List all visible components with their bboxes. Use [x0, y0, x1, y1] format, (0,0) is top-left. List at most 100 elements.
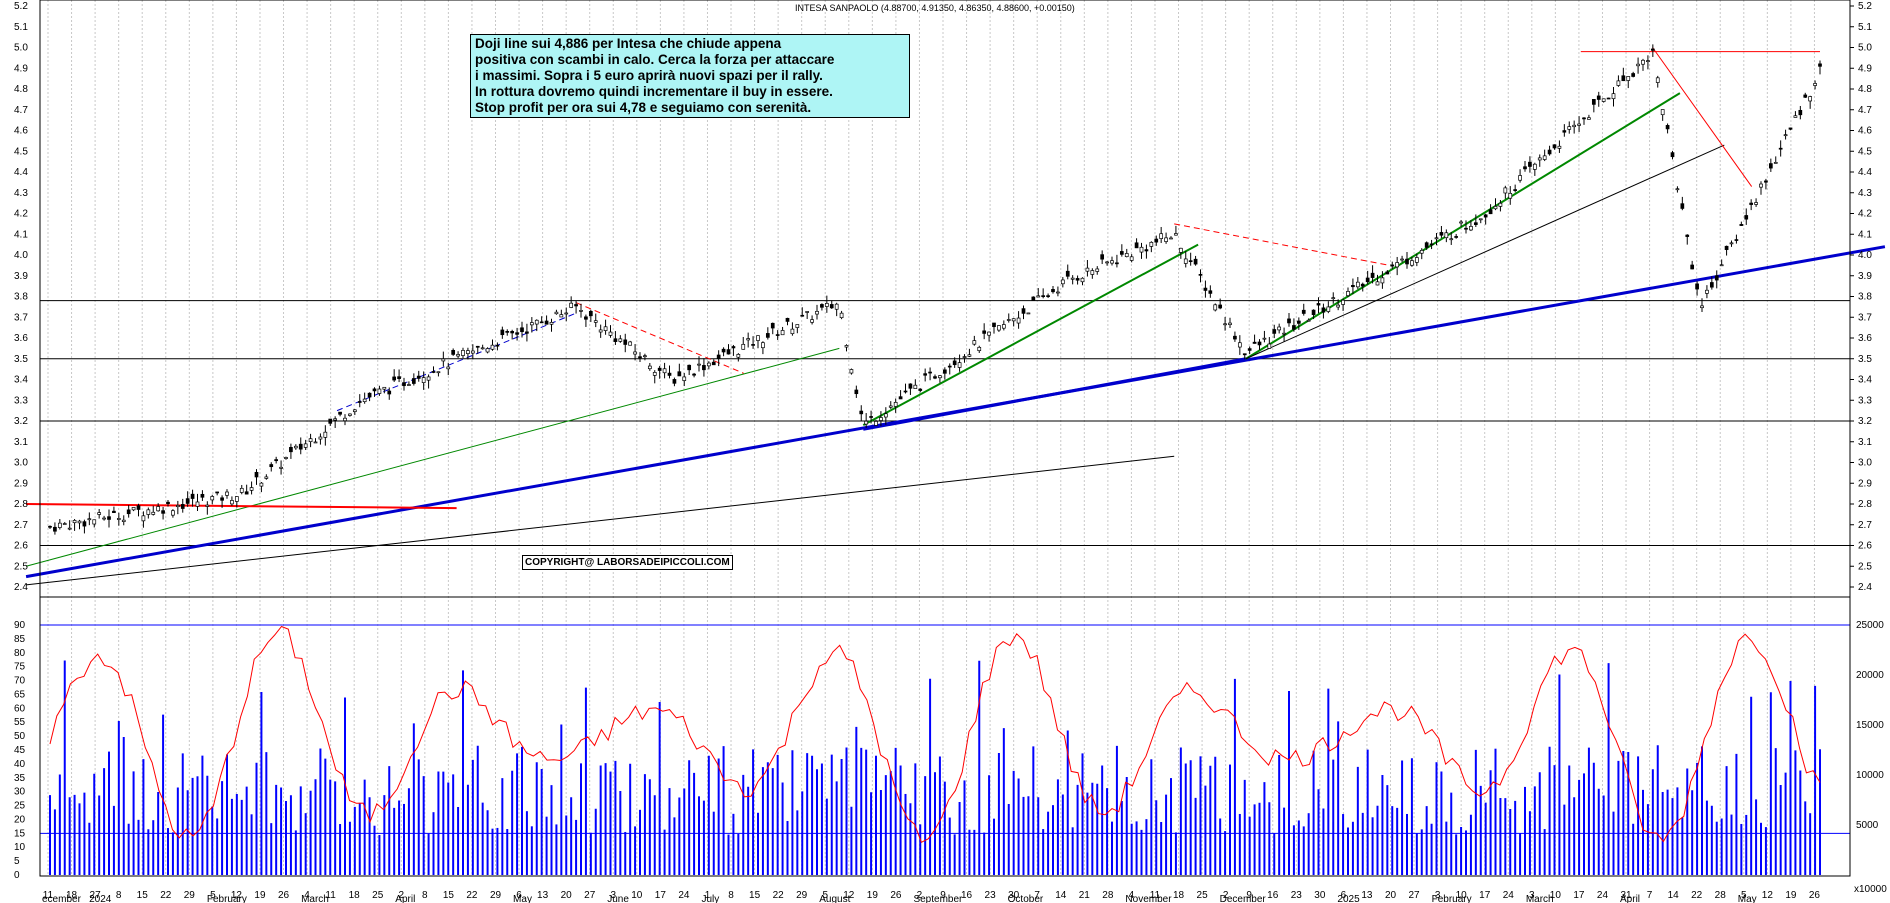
candle-body	[1119, 251, 1124, 255]
candle-body	[1611, 93, 1616, 100]
candle-body	[579, 310, 583, 312]
candle-body	[942, 369, 947, 374]
candle-body	[367, 392, 372, 398]
y-tick-label: 4.6	[1858, 126, 1872, 137]
candle-body	[1705, 289, 1709, 294]
candle-body	[1557, 145, 1562, 149]
x-day-label: 23	[1291, 890, 1303, 901]
candle-body	[1429, 243, 1434, 246]
candle-body	[126, 509, 131, 515]
candle-body	[1764, 180, 1768, 183]
x-day-label: 22	[1691, 890, 1703, 901]
candle-body	[72, 520, 77, 524]
candle-body	[888, 405, 893, 408]
candle-body	[1818, 63, 1822, 67]
copyright-label: COPYRIGHT@ LABORSADEIPICCOLI.COM	[522, 555, 733, 570]
candle-body	[1577, 123, 1581, 126]
y-tick-label: 2.8	[1858, 499, 1872, 510]
candle-body	[466, 350, 470, 354]
y-tick-label-left: 3.4	[14, 375, 28, 386]
candle-body	[672, 379, 677, 384]
candle-body	[559, 314, 564, 318]
candle-body	[554, 311, 559, 315]
y-tick-label-left: 4.4	[14, 167, 28, 178]
candle-body	[397, 376, 401, 380]
x-day-label: 22	[773, 890, 785, 901]
volume-tick-label: 10000	[1856, 770, 1884, 781]
x-day-label: 19	[254, 890, 266, 901]
candle-body	[67, 527, 72, 530]
candle-body	[1400, 258, 1404, 261]
candle-body	[1100, 254, 1105, 260]
candle-body	[1311, 309, 1316, 316]
osc-tick-label: 50	[14, 731, 26, 742]
candle-body	[780, 330, 785, 336]
candle-body	[1528, 161, 1532, 167]
x-day-label: 11	[43, 890, 54, 901]
x-day-label: 8	[116, 890, 122, 901]
candle-body	[810, 319, 814, 323]
x-day-label: 24	[1597, 890, 1609, 901]
x-day-label: 1	[705, 890, 711, 901]
candle-body	[200, 493, 205, 498]
osc-tick-label: 20	[14, 814, 26, 825]
candle-body	[608, 331, 613, 336]
candle-body	[1808, 96, 1813, 102]
candle-body	[1680, 203, 1685, 209]
candle-body	[284, 457, 288, 459]
candle-body	[1621, 75, 1626, 82]
candle-body	[1414, 257, 1419, 263]
candle-body	[839, 312, 844, 319]
y-tick-label: 2.7	[1858, 520, 1872, 531]
x-day-label: 16	[1267, 890, 1279, 901]
candle-body	[328, 418, 333, 424]
candle-body	[1714, 275, 1719, 281]
candle-body	[402, 382, 406, 387]
candle-body	[598, 329, 603, 333]
candle-body	[372, 388, 377, 392]
x-day-label: 25	[1197, 890, 1209, 901]
candle-body	[829, 304, 834, 309]
osc-tick-label: 80	[14, 648, 26, 659]
candle-body	[1798, 109, 1803, 116]
dashed-red-downtrend	[576, 302, 744, 374]
candle-body	[1670, 152, 1675, 158]
y-tick-label: 4.1	[1858, 229, 1872, 240]
y-tick-label: 3.8	[1858, 292, 1872, 303]
x-day-label: 17	[1479, 890, 1491, 901]
candle-body	[1149, 241, 1154, 247]
candle-body	[352, 409, 357, 412]
candle-body	[1070, 277, 1075, 280]
candle-body	[1493, 206, 1498, 210]
black-uptrend	[1245, 144, 1725, 360]
candle-body	[805, 311, 810, 313]
candle-body	[269, 464, 274, 468]
y-tick-label: 3.5	[1858, 354, 1872, 365]
osc-tick-label: 55	[14, 717, 26, 728]
osc-tick-label: 40	[14, 759, 26, 770]
candle-body	[751, 344, 755, 346]
candle-body	[1026, 312, 1031, 315]
candle-body	[461, 350, 465, 356]
candle-body	[869, 416, 873, 418]
x-day-label: 3	[1435, 890, 1441, 901]
candle-body	[102, 517, 106, 520]
candle-body	[1031, 296, 1036, 301]
candle-body	[918, 388, 923, 391]
y-tick-label: 3.7	[1858, 312, 1872, 323]
candle-body	[421, 377, 426, 384]
candle-body	[756, 335, 760, 341]
candle-body	[1626, 76, 1631, 81]
candle-body	[1601, 98, 1606, 102]
candle-body	[259, 482, 264, 487]
x-day-label: 17	[655, 890, 667, 901]
y-tick-label-left: 2.4	[14, 582, 28, 593]
x-day-label: 22	[466, 890, 478, 901]
y-tick-label-left: 3.0	[14, 458, 28, 469]
candle-body	[1331, 297, 1336, 300]
candle-body	[136, 505, 141, 510]
candle-body	[441, 358, 446, 362]
oscillator-line	[49, 625, 1821, 844]
y-tick-label: 4.7	[1858, 105, 1872, 116]
candle-body	[1473, 222, 1478, 225]
